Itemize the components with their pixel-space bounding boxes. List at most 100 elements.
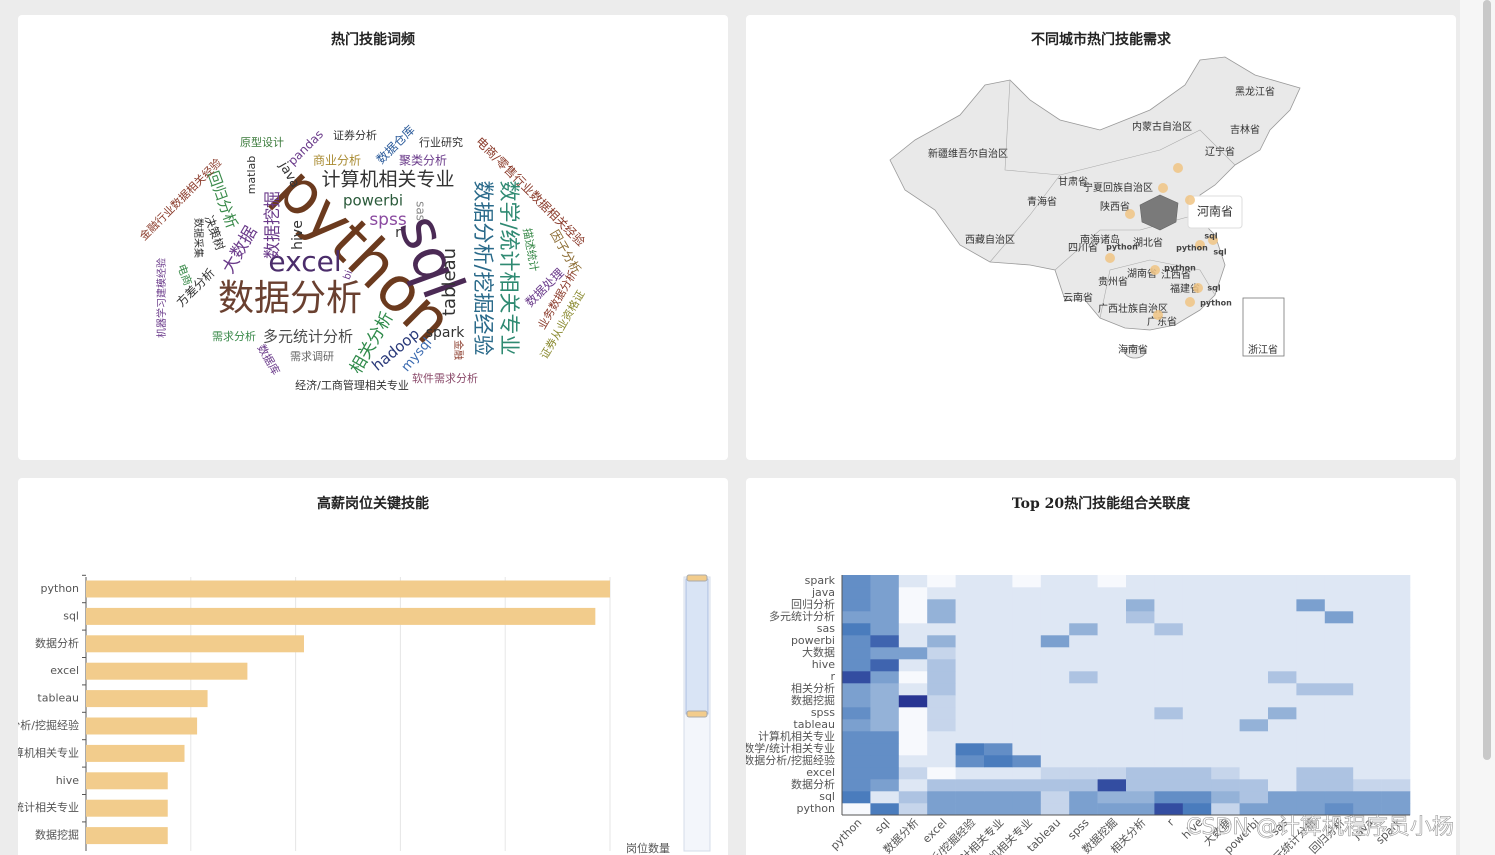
heat-cell (870, 587, 900, 600)
marker-label: python (1200, 299, 1232, 308)
heat-cell (1097, 767, 1127, 780)
province-border (1004, 79, 1236, 176)
heat-cell (1040, 575, 1070, 588)
marker-label: sql (1207, 284, 1220, 293)
heat-cell (1040, 755, 1070, 768)
heat-cell (955, 719, 985, 732)
y-tick-label: sas (817, 622, 835, 635)
heat-cell (1324, 719, 1354, 732)
heat-cell (1126, 671, 1155, 684)
heat-cell (1211, 671, 1240, 684)
region-label: 贵州省 (1098, 275, 1128, 288)
heat-cell (1353, 575, 1382, 588)
y-tick-label: spark (805, 574, 836, 587)
word: spark (426, 325, 466, 341)
heat-cell (1012, 587, 1042, 600)
heat-cell (1126, 575, 1155, 588)
heat-cell (1069, 707, 1098, 720)
heat-cell (1239, 707, 1269, 720)
heat-cell (842, 623, 871, 636)
heat-cell (955, 731, 985, 744)
heat-cell (1353, 683, 1382, 696)
marker-dot (1185, 195, 1195, 205)
heat-cell (1154, 683, 1184, 696)
heat-cell (1296, 671, 1326, 684)
heat-cell (1182, 587, 1212, 600)
heat-cell (1182, 671, 1212, 684)
heat-cell (1040, 803, 1070, 816)
x-axis-label: 岗位数量 (626, 841, 670, 855)
heat-cell (898, 779, 928, 792)
y-tick-label: 数据挖掘 (791, 693, 835, 707)
bar (86, 799, 168, 817)
heat-cell (1097, 803, 1127, 816)
y-tick-label: 数学/统计相关专业 (0, 800, 79, 814)
y-tick-label: 数据挖掘 (35, 828, 79, 842)
heat-cell (1296, 599, 1326, 612)
heat-cell (842, 695, 871, 708)
heat-cell (1126, 707, 1155, 720)
scrollbar-thumb[interactable] (1483, 0, 1491, 760)
heat-cell (955, 767, 985, 780)
heat-cell (984, 611, 1013, 624)
word: 数据分析/挖掘经验 (471, 180, 495, 355)
slider-handle[interactable] (686, 710, 708, 718)
heat-cell (1296, 743, 1326, 756)
heat-cell (1381, 791, 1411, 804)
heat-cell (1069, 611, 1098, 624)
heat-cell (1182, 803, 1212, 816)
heat-cell (842, 587, 871, 600)
heat-cell (1353, 719, 1382, 732)
heat-cell (1012, 599, 1042, 612)
heat-cell (984, 707, 1013, 720)
heat-cell (1239, 575, 1269, 588)
slider-window[interactable] (685, 578, 709, 715)
heat-cell (1268, 575, 1297, 588)
marker-label: python (1164, 264, 1196, 273)
heat-cell (1324, 587, 1354, 600)
slider-handle[interactable] (686, 574, 708, 582)
heat-cell (1126, 791, 1155, 804)
heat-cell (1211, 599, 1240, 612)
word: 金融 (452, 340, 465, 360)
y-tick-label: spss (811, 706, 835, 719)
heat-cell (1324, 707, 1354, 720)
heat-cell (1239, 611, 1269, 624)
heat-cell (927, 719, 956, 732)
marker-dot (1185, 297, 1195, 307)
heat-cell (1353, 671, 1382, 684)
heat-cell (1353, 635, 1382, 648)
heat-cell (1154, 671, 1184, 684)
heat-cell (1296, 755, 1326, 768)
heat-cell (1069, 671, 1098, 684)
heat-cell (1268, 623, 1297, 636)
bar (86, 827, 168, 845)
heat-cell (927, 755, 956, 768)
heat-cell (1381, 659, 1411, 672)
marker-dot (1195, 240, 1205, 250)
y-tick-label: excel (50, 664, 79, 677)
heat-cell (984, 683, 1013, 696)
heat-cell (1012, 683, 1042, 696)
heat-cell (1126, 743, 1155, 756)
heat-cell (1353, 731, 1382, 744)
heat-cell (1182, 791, 1212, 804)
heat-cell (1239, 659, 1269, 672)
heat-cell (1154, 647, 1184, 660)
heat-cell (1069, 743, 1098, 756)
heat-cell (1381, 803, 1411, 816)
heat-cell (1012, 695, 1042, 708)
heat-cell (927, 671, 956, 684)
heat-cell (1182, 647, 1212, 660)
heat-cell (927, 803, 956, 816)
heat-cell (984, 755, 1013, 768)
heat-cell (1182, 743, 1212, 756)
heat-cell (955, 659, 985, 672)
heat-cell (1097, 599, 1127, 612)
heat-cell (1239, 731, 1269, 744)
heat-cell (870, 719, 900, 732)
heat-cell (984, 695, 1013, 708)
heat-cell (898, 647, 928, 660)
heat-cell (1126, 779, 1155, 792)
heat-cell (955, 755, 985, 768)
